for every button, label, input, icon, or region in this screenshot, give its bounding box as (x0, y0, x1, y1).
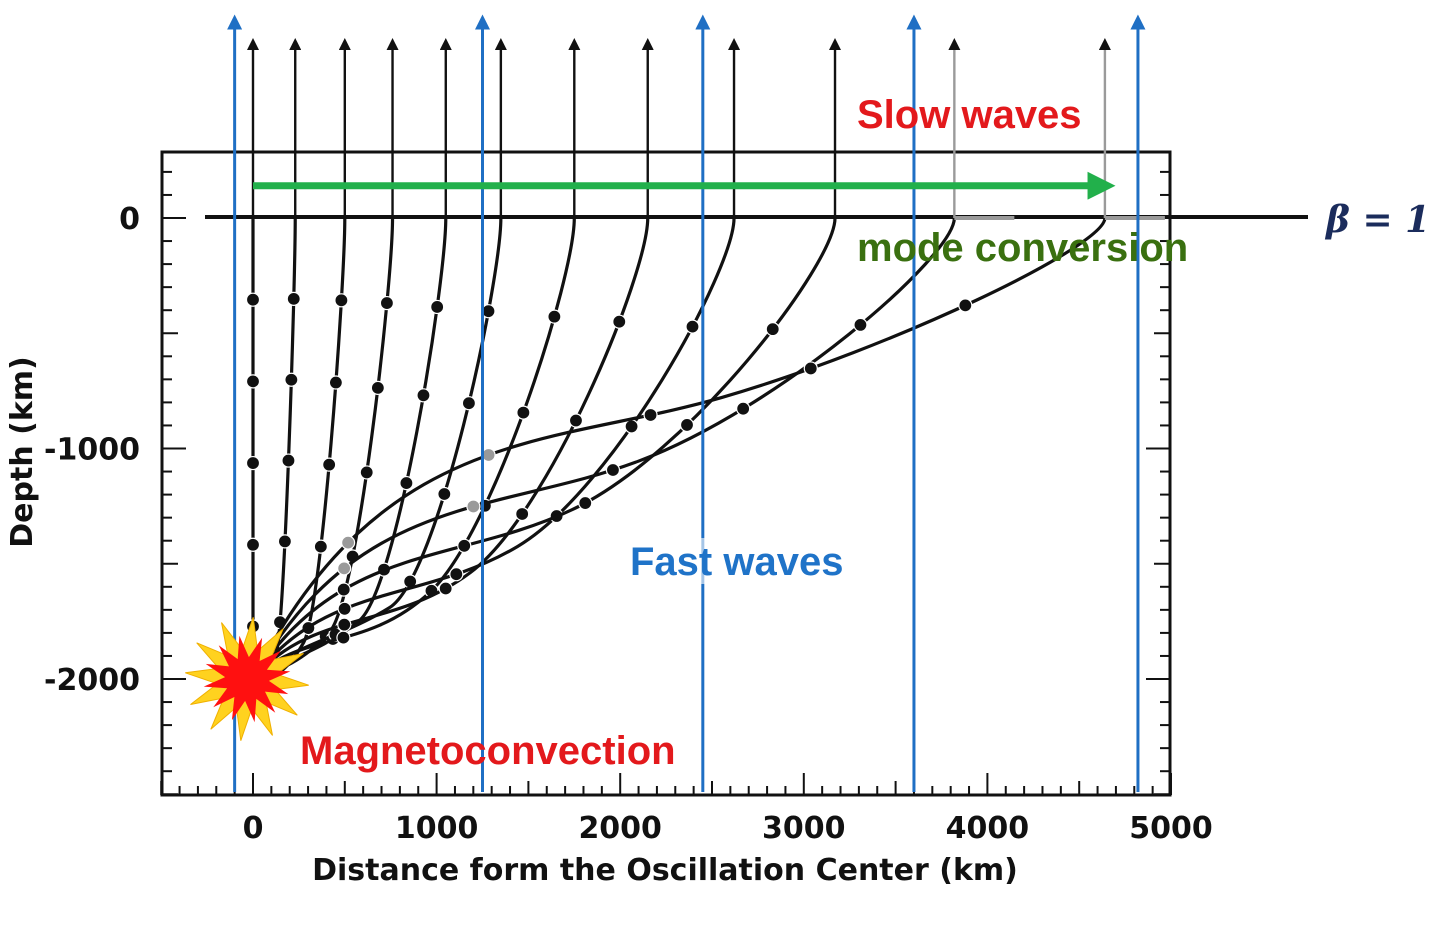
axis-tick-labels: 0 1000 2000 3000 4000 5000 0 -1000 -2000 (44, 202, 1213, 846)
x-tick-label: 4000 (946, 811, 1030, 846)
ray-marker (359, 465, 374, 480)
x-tick-label: 1000 (395, 811, 479, 846)
ray-path (251, 217, 1107, 680)
x-tick-label: 0 (243, 811, 264, 846)
ray-marker (337, 601, 352, 616)
ray-marker (245, 374, 261, 389)
ray-marker (437, 486, 452, 502)
ray-marker (284, 372, 299, 387)
magnetoconvection-label: Magnetoconvection (300, 729, 676, 773)
x-tick-label: 5000 (1129, 811, 1213, 846)
ray-marker (685, 319, 700, 334)
ray-marker (461, 396, 477, 411)
ray-marker (245, 292, 261, 307)
ray-marker (245, 455, 261, 471)
ray-marker (334, 293, 349, 308)
ray-marker (379, 295, 395, 311)
ray-paths (245, 38, 1165, 695)
plot-frame (160, 150, 1172, 797)
y-tick-label: 0 (119, 202, 140, 237)
ray-marker (328, 375, 343, 390)
ray-marker (370, 380, 385, 395)
ray-marker (765, 322, 780, 337)
ray-marker (578, 495, 593, 511)
ray-marker (803, 361, 818, 376)
explosion-burst-icon (185, 617, 309, 741)
ray-marker (337, 561, 352, 576)
beta-equals-one-label: β = 1 (1324, 199, 1430, 241)
ray-marker (853, 317, 868, 332)
magnetic-field-lines (227, 14, 1146, 792)
ray-marker (399, 475, 414, 491)
ray-marker (281, 453, 296, 468)
ray-marker (286, 291, 301, 306)
slow-waves-label: Slow waves (857, 93, 1082, 137)
ray-marker (322, 457, 337, 472)
y-axis-title: Depth (km) (5, 356, 40, 548)
ray-marker (336, 582, 351, 597)
ray-path (251, 217, 576, 681)
axis-ticks (160, 170, 1172, 796)
y-tick-label: -2000 (44, 663, 140, 698)
ray-marker (643, 407, 658, 423)
ray-marker (568, 413, 584, 428)
ray-marker (612, 314, 627, 329)
ray-path (251, 217, 736, 680)
ray-marker (336, 630, 351, 645)
ray-marker (736, 401, 751, 416)
ray-marker (245, 537, 261, 552)
ray-marker (430, 299, 445, 315)
y-tick-label: -1000 (44, 433, 140, 468)
ray-marker (515, 506, 530, 522)
ray-path (251, 217, 956, 680)
ray-marker (466, 499, 481, 514)
ray-marker (605, 462, 621, 478)
ray-marker (958, 298, 973, 313)
ray-marker (516, 405, 531, 420)
ray-marker (481, 447, 496, 463)
x-tick-label: 2000 (578, 811, 662, 846)
x-axis-title: Distance form the Oscillation Center (km… (312, 853, 1018, 888)
x-tick-label: 3000 (762, 811, 846, 846)
ray-marker (277, 534, 293, 549)
ray-marker (341, 535, 356, 550)
ray-marker (624, 419, 639, 434)
ray-marker (679, 417, 695, 433)
ray-marker (416, 388, 431, 403)
ray-path (252, 217, 395, 681)
ray-marker (449, 567, 464, 582)
ray-marker (313, 539, 328, 554)
ray-marker (457, 538, 472, 553)
mode-conversion-label: mode conversion (857, 226, 1188, 270)
ray-marker (547, 309, 562, 324)
ray-marker (337, 617, 352, 632)
fast-waves-label: Fast waves (630, 540, 843, 584)
ray-marker (438, 581, 453, 596)
